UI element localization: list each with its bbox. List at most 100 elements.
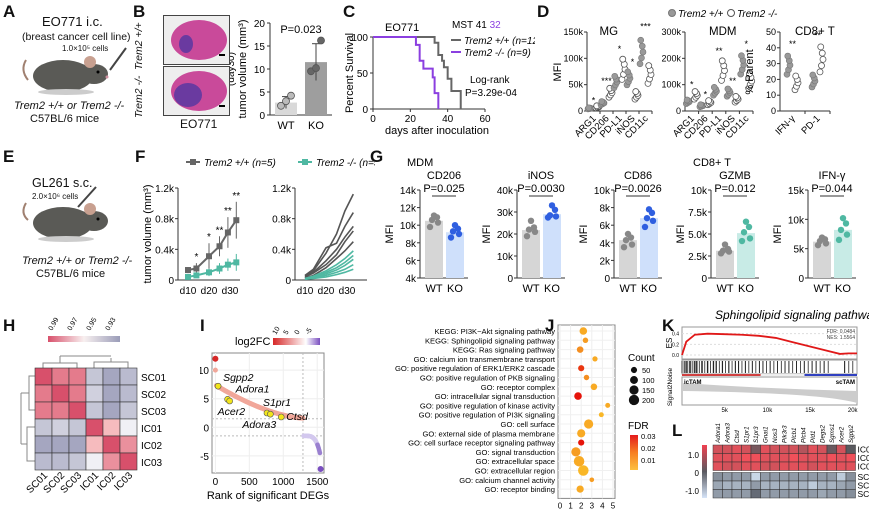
heatmap-cell	[760, 453, 771, 463]
heatmap-cell	[779, 480, 790, 490]
y-tick-label: 5	[259, 88, 265, 99]
x-axis-label: Rank of significant DEGs	[207, 490, 330, 502]
significance: **	[232, 191, 240, 202]
right-group-label: scTAM	[836, 380, 855, 386]
heatmap-cell	[845, 489, 856, 499]
colorbar-tick: 0.93	[105, 317, 118, 332]
term-dot	[583, 374, 590, 381]
col-label: Acer2	[839, 426, 846, 444]
heatmap-cell	[845, 472, 856, 482]
heatmap-cell	[85, 452, 104, 471]
significance: ***	[640, 21, 651, 31]
heatmap-cell	[760, 444, 771, 454]
heatmap-cell	[722, 444, 733, 454]
histology-image-wt	[163, 15, 230, 65]
term-dot	[579, 327, 588, 335]
term-label: GO: calcium ion transmembrane transport	[414, 355, 556, 364]
col-label: Pik3r3	[782, 425, 789, 443]
y-tick-label: 6k	[405, 256, 417, 267]
column-dendrogram	[42, 355, 129, 368]
chart-b-tumor-volume: 0 5 10 15 20 tumor volume (mm³)(day30) P=0.023…	[230, 19, 332, 132]
row-label: IC03	[141, 458, 163, 469]
y-tick-label: 15	[254, 42, 266, 53]
term-label: GO: extracellular space	[476, 457, 555, 466]
deg-point-up	[300, 415, 306, 421]
heatmap-cell	[836, 453, 847, 463]
data-point	[451, 222, 459, 229]
panel-a-title: EO771 i.c.	[42, 14, 103, 29]
data-point	[745, 223, 753, 231]
data-point	[742, 218, 750, 225]
row-label: IC02	[141, 441, 163, 452]
heatmap-cell	[51, 401, 70, 420]
y-tick-label: 150k	[563, 27, 583, 37]
data-point	[721, 241, 729, 248]
heatmap-cell	[836, 461, 847, 471]
heatmap-cell	[85, 384, 104, 403]
data-point	[426, 223, 434, 231]
term-label: GO: external side of plasma membrane	[422, 429, 555, 438]
heatmap-cell	[68, 418, 87, 437]
heatmap-cell	[731, 489, 742, 499]
x-tick-label: d30	[339, 286, 356, 297]
heatmap-cell	[788, 444, 799, 454]
data-point	[185, 273, 191, 280]
data-point	[628, 241, 636, 248]
data-point-ko	[718, 57, 726, 65]
legend-dot-wt	[668, 9, 676, 17]
significance: **	[715, 46, 723, 56]
count-legend-label: 200	[642, 396, 655, 405]
data-point	[649, 217, 657, 224]
panel-label-l: L	[672, 421, 683, 440]
data-point	[206, 269, 212, 276]
data-point	[233, 217, 240, 224]
x-tick-label: WT	[716, 283, 733, 295]
data-point-wt	[638, 54, 645, 62]
gene-label: Acer2	[217, 406, 246, 418]
data-point	[719, 247, 727, 254]
x-tick-label: d10	[180, 286, 197, 297]
significance: **	[814, 31, 822, 41]
heatmap-cell	[817, 489, 828, 499]
heatmap-cell	[68, 367, 87, 386]
y-tick-label: 1.2k	[155, 184, 175, 195]
heatmap-cell	[836, 489, 847, 499]
data-point	[645, 206, 653, 213]
heatmap-cell	[68, 384, 87, 403]
y-axis-label-es: ES	[665, 338, 674, 349]
data-point-ko	[792, 72, 800, 80]
row-label: IC02	[858, 453, 869, 463]
x-tick-label: 500	[241, 477, 258, 488]
chart-i-degs: 0 500 1000 1500-50510Sgpp2Adora1Acer2S1pr1A…	[200, 326, 330, 502]
term-label: GO: extracellular region	[475, 467, 555, 476]
x-tick-label: 1	[568, 501, 573, 509]
survival-line-wt	[373, 36, 462, 109]
y-tick-label: 0.4k	[155, 245, 175, 256]
chart-d-mfi: 050k100k150kARG1*CD206***PD-L1*iNOS*CD11…	[552, 9, 835, 142]
panel-a-cells: 1.0×10⁵ cells	[62, 44, 109, 53]
data-point-wt	[611, 72, 619, 80]
col-label: Gnai1	[763, 426, 770, 443]
data-point-ko	[819, 55, 827, 63]
heatmap-cell	[51, 452, 70, 471]
term-dot	[582, 337, 589, 344]
group-title: CD8+ T	[795, 26, 835, 38]
significance: *	[194, 252, 198, 263]
y-axis-label: Percent Survival	[345, 33, 356, 113]
heatmap-cell	[712, 461, 723, 471]
y-tick-label: 4k	[405, 274, 417, 285]
data-point	[206, 253, 212, 260]
bar-ko	[640, 218, 658, 278]
y-tick-label: 10	[200, 366, 209, 377]
col-label: Adora1	[715, 423, 722, 444]
data-point-ko	[818, 62, 825, 70]
y-axis-label: MFI	[481, 225, 493, 244]
histology-image-ko	[163, 66, 230, 116]
x-tick-label: 3	[590, 501, 595, 509]
y-tick-label: 200k	[661, 53, 681, 63]
heatmap-cell	[817, 461, 828, 471]
bar-ko	[305, 62, 327, 115]
heatmap-cell	[34, 367, 53, 386]
y-tick-label: 300k	[661, 27, 681, 37]
y-tick-label: 30	[766, 59, 776, 69]
